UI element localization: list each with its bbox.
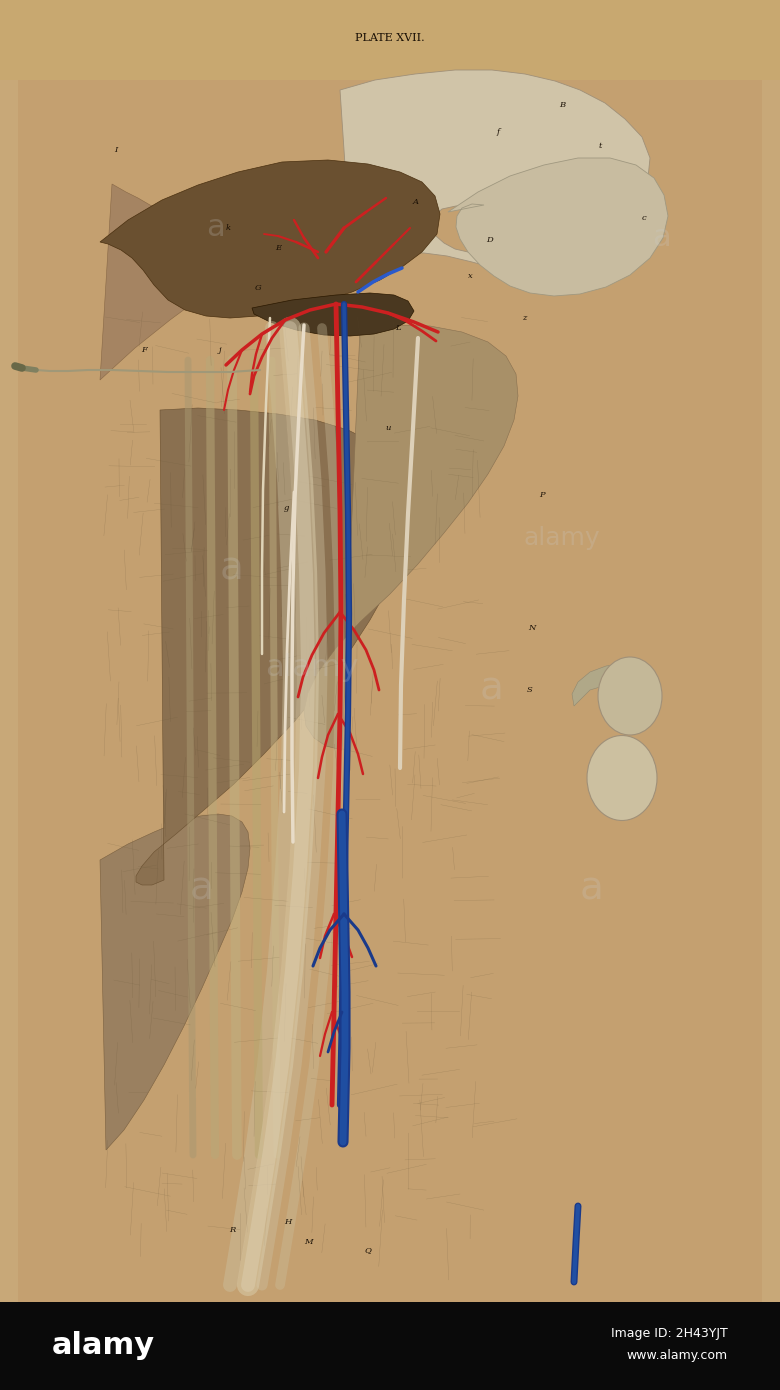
- Text: a: a: [190, 869, 214, 908]
- Polygon shape: [100, 160, 440, 318]
- Text: A: A: [413, 197, 419, 206]
- Text: S: S: [527, 687, 533, 694]
- Polygon shape: [304, 325, 518, 751]
- Bar: [0, 1302, 780, 1390]
- Polygon shape: [340, 70, 650, 284]
- Ellipse shape: [598, 657, 662, 735]
- Text: P: P: [539, 491, 544, 499]
- Text: z: z: [522, 314, 526, 322]
- Text: PLATE XVII.: PLATE XVII.: [355, 33, 425, 43]
- Text: a: a: [207, 214, 225, 242]
- Text: Image ID: 2H43YJT: Image ID: 2H43YJT: [612, 1327, 728, 1340]
- Polygon shape: [100, 163, 452, 379]
- Text: F: F: [141, 346, 147, 354]
- Text: a: a: [653, 224, 672, 253]
- Text: a: a: [580, 869, 604, 908]
- Text: N: N: [528, 624, 536, 632]
- Text: alamy: alamy: [523, 525, 601, 550]
- Bar: [18, 51, 762, 1302]
- Text: H: H: [285, 1218, 292, 1226]
- Text: L: L: [395, 324, 401, 332]
- Text: Q: Q: [364, 1245, 371, 1254]
- Text: www.alamy.com: www.alamy.com: [627, 1350, 728, 1362]
- Polygon shape: [252, 293, 414, 336]
- Text: B: B: [559, 101, 565, 108]
- Polygon shape: [136, 409, 412, 885]
- Text: a: a: [220, 549, 244, 587]
- Text: g: g: [283, 505, 289, 512]
- Text: I: I: [115, 146, 118, 154]
- Text: E: E: [275, 245, 281, 252]
- Text: j: j: [218, 346, 222, 354]
- Text: a: a: [480, 669, 504, 708]
- Text: alamy: alamy: [265, 653, 359, 682]
- Bar: [0, 0, 780, 81]
- Text: R: R: [229, 1226, 235, 1234]
- Text: c: c: [642, 214, 647, 222]
- Text: t: t: [598, 142, 601, 150]
- Polygon shape: [572, 664, 640, 706]
- Ellipse shape: [587, 735, 657, 820]
- Text: G: G: [254, 284, 261, 292]
- Text: D: D: [487, 236, 494, 245]
- Polygon shape: [448, 158, 668, 296]
- Text: alamy: alamy: [52, 1332, 155, 1361]
- Text: M: M: [303, 1238, 312, 1245]
- Text: f: f: [496, 128, 499, 136]
- Polygon shape: [100, 815, 250, 1150]
- Text: k: k: [225, 224, 231, 232]
- Text: x: x: [468, 272, 473, 279]
- Text: u: u: [385, 424, 391, 432]
